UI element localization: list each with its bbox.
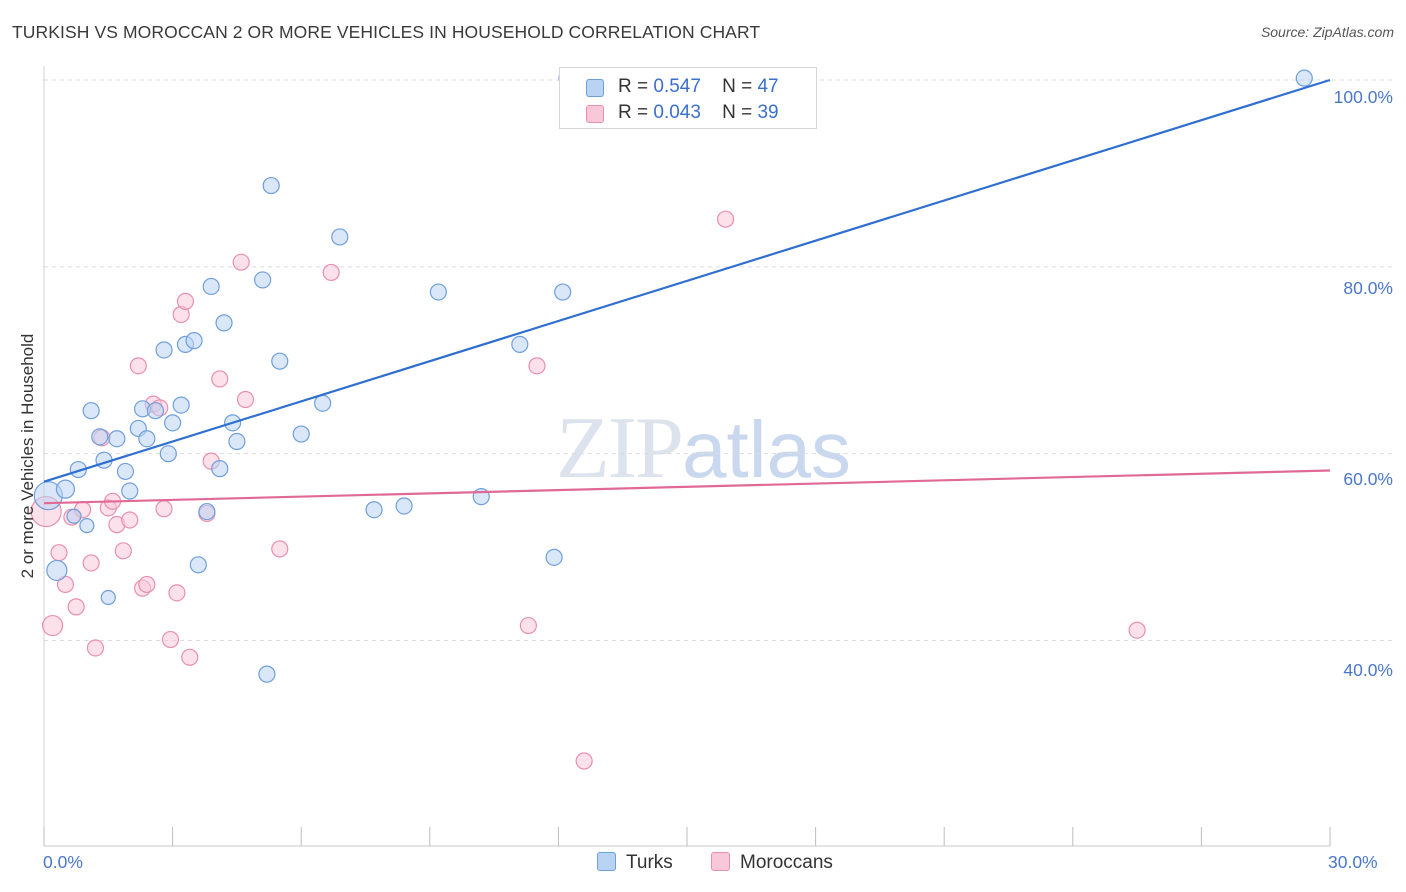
moroccan-point	[236, 390, 255, 409]
turk-point	[202, 277, 220, 296]
moroccan-point	[50, 544, 68, 562]
moroccan-point	[232, 253, 250, 271]
turk-point	[331, 228, 349, 246]
moroccan-point	[67, 598, 85, 616]
moroccan-point	[121, 511, 139, 529]
turk-point	[1295, 69, 1313, 87]
legend-n-value: 47	[757, 76, 779, 97]
turk-point	[365, 501, 383, 519]
watermark: ZIPatlas	[556, 398, 851, 499]
turk-point	[185, 332, 203, 350]
turks-swatch	[586, 79, 604, 97]
moroccan-point	[716, 210, 735, 228]
turk-point	[172, 396, 190, 414]
turk-point	[215, 314, 233, 332]
y-tick-label-100: 100.0%	[1333, 87, 1393, 107]
moroccan-point	[271, 540, 289, 558]
turks-legend-swatch	[597, 852, 616, 871]
moroccan-point	[176, 292, 195, 311]
moroccan-point	[86, 639, 105, 657]
turk-point	[314, 394, 332, 412]
turk-point	[159, 445, 177, 463]
turk-point	[211, 460, 229, 478]
turk-point	[55, 479, 76, 499]
moroccan-point	[138, 575, 156, 594]
turk-point	[554, 283, 572, 301]
moroccan-point	[322, 263, 340, 282]
turk-point	[262, 176, 280, 195]
legend-r-value: 0.547	[653, 76, 701, 97]
turk-point	[545, 548, 563, 566]
turk-point	[198, 502, 216, 521]
moroccans-legend-swatch	[711, 852, 730, 871]
y-tick-label-80: 80.0%	[1343, 278, 1393, 298]
moroccan-point	[41, 614, 64, 637]
bottom-legend-moroccans: Moroccans	[711, 852, 833, 874]
trend-lines	[43, 78, 1331, 505]
turk-point	[254, 271, 272, 289]
x-tick-label-max: 30.0%	[1328, 852, 1378, 872]
turk-point	[138, 430, 156, 448]
watermark-atlas: atlas	[682, 405, 851, 494]
legend-n-label: N =	[722, 76, 753, 97]
turks-legend-label: Turks	[626, 852, 673, 873]
moroccan-point	[82, 554, 100, 572]
moroccans-swatch	[586, 105, 604, 123]
turk-point	[395, 497, 413, 515]
turk-point	[121, 482, 139, 500]
legend-n-value: 39	[757, 102, 779, 123]
legend-turks-text: R = 0.547 N = 47	[618, 76, 779, 98]
turk-point	[228, 432, 246, 451]
moroccan-point	[114, 542, 132, 560]
turk-point	[189, 556, 207, 574]
moroccans-trend-line	[43, 469, 1331, 505]
turk-point	[108, 430, 126, 448]
legend-r-label: R =	[618, 102, 649, 123]
turk-point	[100, 589, 116, 606]
moroccan-point	[519, 616, 537, 635]
source-credit: Source: ZipAtlas.com	[1260, 24, 1394, 40]
y-tick-label-60: 60.0%	[1343, 469, 1393, 489]
turk-point	[155, 341, 173, 359]
moroccan-point	[168, 584, 186, 602]
y-axis-label: 2 or more Vehicles in Household	[18, 333, 37, 579]
turk-point	[258, 665, 276, 683]
turk-point	[82, 402, 100, 420]
turk-point	[116, 462, 135, 481]
turk-point	[91, 428, 109, 446]
turk-point	[292, 425, 310, 443]
turks-trend-line	[43, 78, 1331, 483]
legend-r-value: 0.043	[653, 102, 701, 123]
moroccans-legend-label: Moroccans	[740, 852, 833, 873]
moroccan-point	[155, 500, 173, 518]
watermark-zip: ZIP	[556, 400, 684, 497]
correlation-legend: R = 0.547 N = 47 R = 0.043 N = 39	[559, 67, 817, 129]
moroccan-point	[211, 370, 229, 388]
turk-point	[46, 559, 68, 582]
moroccan-point	[181, 648, 199, 666]
turk-point	[271, 352, 289, 370]
moroccan-point	[161, 630, 180, 649]
moroccan-point	[1128, 621, 1146, 639]
legend-moroccans-text: R = 0.043 N = 39	[618, 102, 779, 124]
legend-n-label: N =	[722, 102, 753, 123]
x-tick-label-min: 0.0%	[43, 852, 83, 872]
moroccan-point	[129, 357, 147, 375]
moroccan-point	[528, 357, 546, 375]
bottom-legend-turks: Turks	[597, 852, 673, 874]
grid-lines	[44, 79, 1392, 641]
turk-point	[164, 414, 182, 432]
moroccan-point	[575, 752, 593, 770]
turk-point	[511, 335, 529, 353]
turk-point	[66, 508, 82, 524]
turk-point	[429, 283, 447, 301]
y-tick-label-40: 40.0%	[1343, 660, 1393, 680]
legend-r-label: R =	[618, 76, 649, 97]
chart-title: TURKISH VS MOROCCAN 2 OR MORE VEHICLES I…	[12, 22, 761, 42]
turk-point	[79, 517, 95, 534]
axes	[43, 66, 1331, 847]
turk-point	[146, 402, 165, 420]
